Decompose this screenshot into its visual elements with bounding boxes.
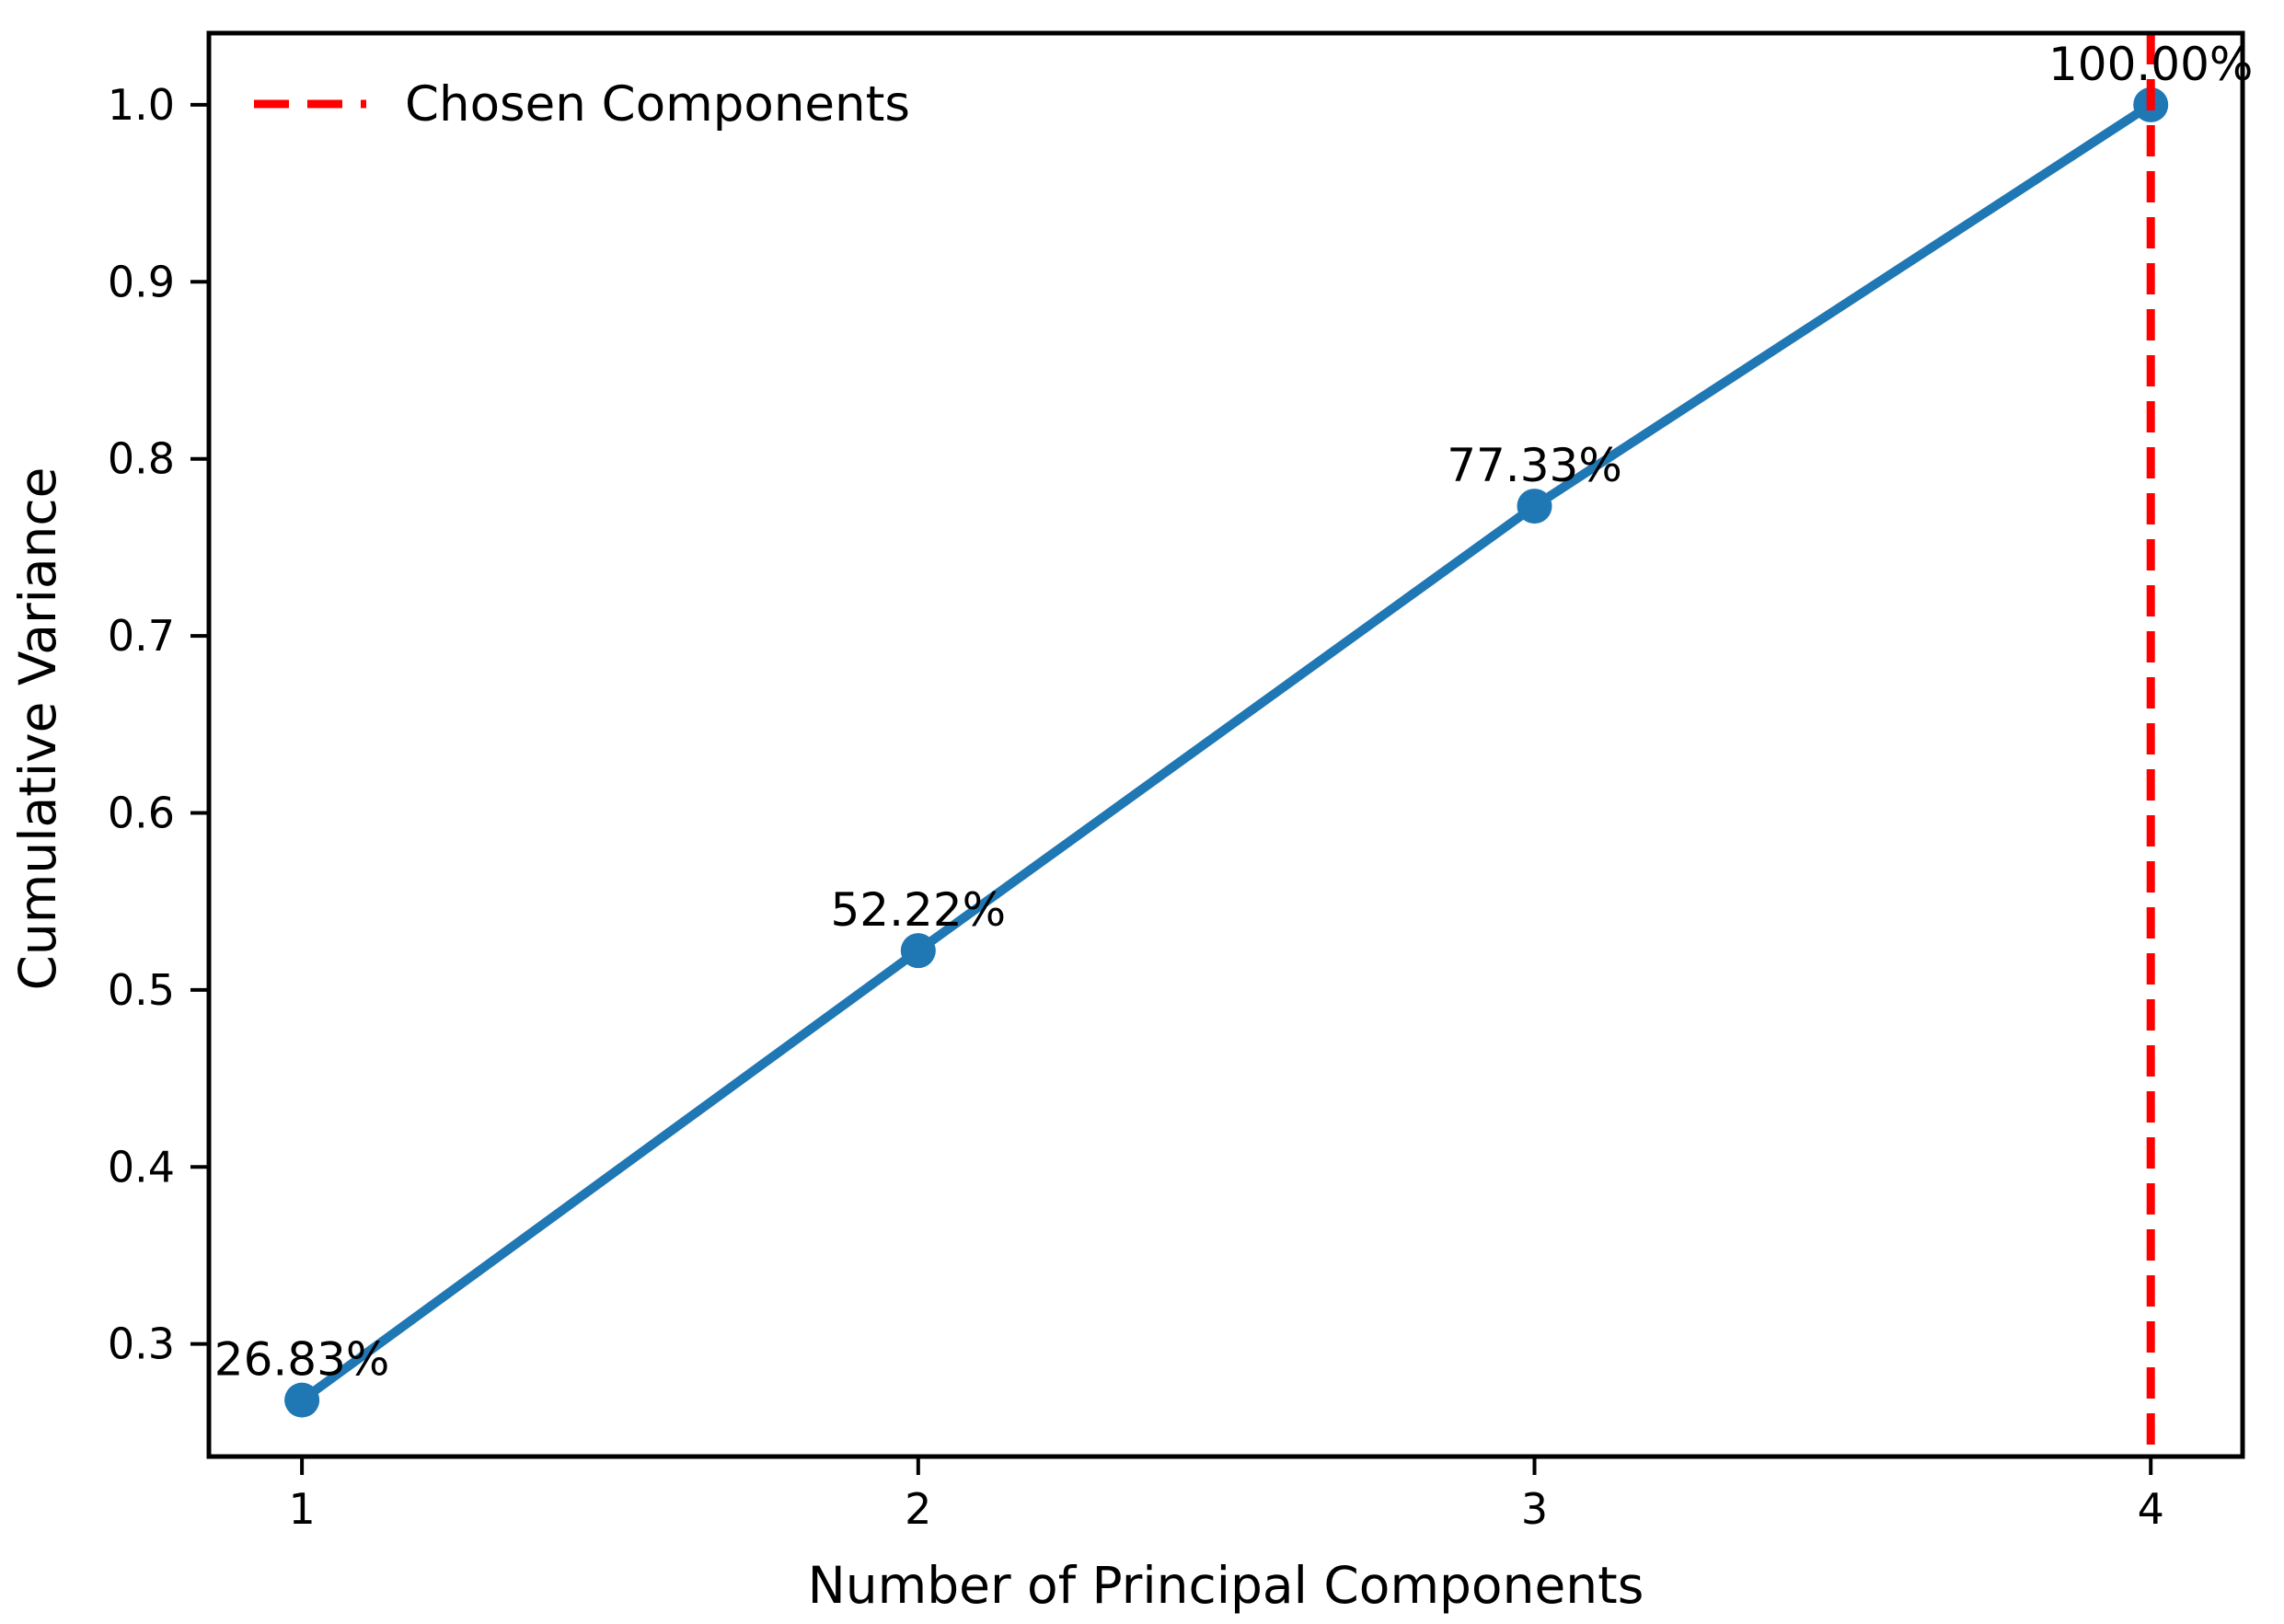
y-axis-ticks: 0.3 0.4 0.5 0.6 0.7 0.8 0.9 1.0 [108, 80, 209, 1369]
axes-spines [206, 30, 2245, 1459]
legend-entry-label: Chosen Components [405, 76, 910, 132]
y-tick-label: 0.7 [108, 611, 175, 661]
point-value-label: 26.83% [214, 1333, 390, 1387]
y-tick-label: 0.5 [108, 965, 175, 1015]
point-value-label: 100.00% [2048, 38, 2253, 91]
y-tick-label: 0.4 [108, 1142, 175, 1192]
y-axis-label: Cumulative Variance [8, 467, 67, 991]
y-tick-label: 0.6 [108, 788, 175, 837]
x-tick-label: 4 [2138, 1484, 2164, 1534]
y-tick-label: 0.3 [108, 1319, 175, 1369]
legend: Chosen Components [254, 76, 910, 132]
x-axis-label: Number of Principal Components [808, 1556, 1644, 1615]
point-value-label: 52.22% [830, 883, 1006, 937]
y-tick-label: 1.0 [108, 80, 175, 130]
x-axis-ticks: 1 2 3 4 [288, 1457, 2164, 1534]
data-series [284, 86, 2169, 1418]
data-point-marker [900, 933, 936, 969]
y-tick-label: 0.8 [108, 434, 175, 484]
data-point-marker [284, 1382, 320, 1418]
x-tick-label: 2 [905, 1484, 931, 1534]
x-tick-label: 1 [288, 1484, 315, 1534]
x-tick-label: 3 [1521, 1484, 1548, 1534]
data-point-marker [1517, 489, 1552, 524]
y-tick-label: 0.9 [108, 257, 175, 306]
cumulative-variance-line [297, 99, 2156, 1405]
point-value-label: 77.33% [1447, 439, 1622, 492]
point-annotations: 26.83% 52.22% 77.33% 100.00% [214, 38, 2254, 1387]
